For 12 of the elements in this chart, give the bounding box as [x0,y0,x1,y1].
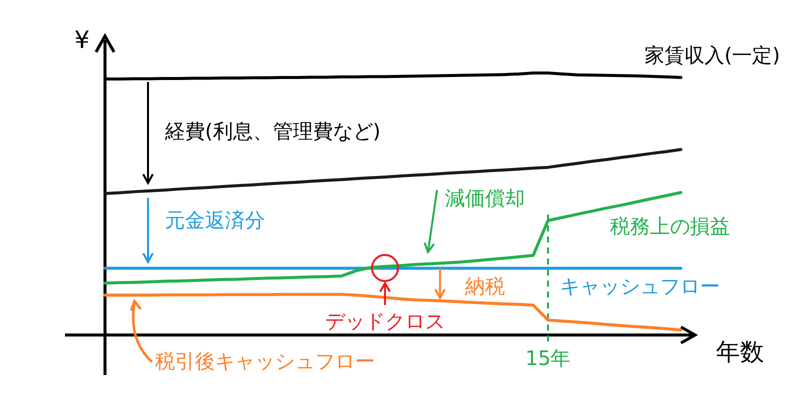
annotation: 納税 [465,274,505,298]
y-axis-title: ¥ [74,26,90,54]
text: 15年 [525,346,571,370]
annotation: 元金返済分 [165,208,265,232]
x-axis-title: 年数 [716,338,764,366]
annotation: デッドクロス [325,309,445,333]
series-label: キャッシュフロー [560,274,720,298]
annotation: 減価償却 [445,186,525,210]
annotation: 経費(利息、管理費など) [164,119,381,143]
series-label: 税務上の損益 [610,214,730,238]
text: 税引後キャッシュフロー [155,349,375,373]
series-label: 家賃収入(一定) [644,43,780,67]
